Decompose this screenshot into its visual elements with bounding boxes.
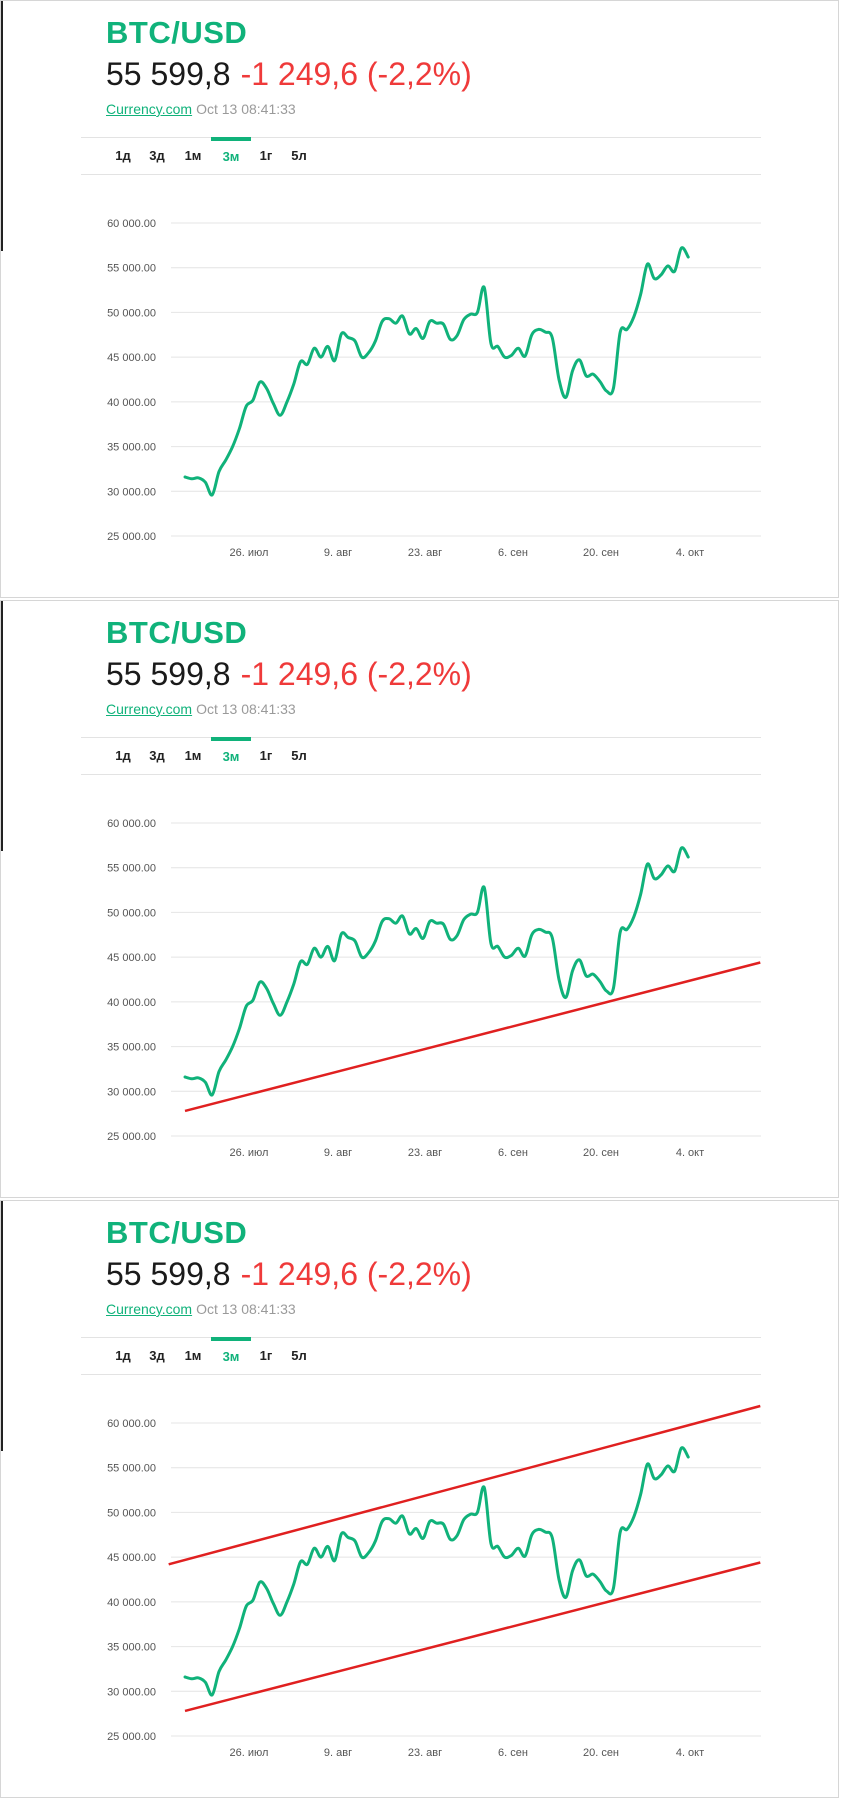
x-tick-label: 4. окт [676,1147,704,1159]
tab-1y[interactable]: 1г [259,1348,273,1363]
chart-panel-3: BTC/USD 55 599,8 -1 249,6 (-2,2%) Currenc… [0,1200,839,1798]
tab-1y[interactable]: 1г [259,148,273,163]
x-tick-label: 6. сен [498,1147,528,1159]
current-price: 55 599,8 [106,1256,231,1292]
y-tick-label: 55 000.00 [107,863,156,875]
tab-1y[interactable]: 1г [259,748,273,763]
x-tick-label: 4. окт [676,547,704,559]
y-tick-label: 50 000.00 [107,307,156,319]
tab-3m[interactable]: 3м [211,137,251,177]
price-series-line [183,1446,690,1697]
y-tick-label: 55 000.00 [107,263,156,275]
tab-1d[interactable]: 1д [115,1348,131,1363]
symbol-title: BTC/USD [106,1215,248,1250]
price-change: -1 249,6 (-2,2%) [240,656,472,692]
window-edge [1,601,3,851]
period-tabs: 1д 3д 1м 3м 1г 5л [81,737,761,775]
y-tick-label: 30 000.00 [107,1086,156,1098]
source-line: Currency.com Oct 13 08:41:33 [106,101,296,117]
y-tick-label: 35 000.00 [107,1642,156,1654]
source-link[interactable]: Currency.com [106,701,193,717]
tab-5y[interactable]: 5л [291,748,307,763]
x-tick-label: 20. сен [583,547,619,559]
x-tick-label: 23. авг [408,1147,442,1159]
x-tick-label: 23. авг [408,1747,442,1759]
tab-1m[interactable]: 1м [184,1348,202,1363]
price-line: 55 599,8 -1 249,6 (-2,2%) [106,656,472,693]
timestamp: Oct 13 08:41:33 [196,1301,296,1317]
price-series-line [183,846,690,1097]
tab-3d[interactable]: 3д [149,1348,165,1363]
y-tick-label: 25 000.00 [107,1131,156,1143]
y-tick-label: 60 000.00 [107,1418,156,1430]
price-chart: 60 000.00 55 000.00 50 000.00 45 000.00 40 0… [107,818,761,1159]
y-tick-label: 55 000.00 [107,1463,156,1475]
tab-3d[interactable]: 3д [149,748,165,763]
tab-3m[interactable]: 3м [211,737,251,777]
current-price: 55 599,8 [106,656,231,692]
y-tick-label: 40 000.00 [107,997,156,1009]
x-tick-label: 20. сен [583,1147,619,1159]
y-tick-label: 60 000.00 [107,218,156,230]
period-tabs: 1д 3д 1м 3м 1г 5л [81,1337,761,1375]
price-chart: 60 000.00 55 000.00 50 000.00 45 000.00 40 0… [107,1404,761,1759]
tab-1d[interactable]: 1д [115,148,131,163]
y-tick-label: 45 000.00 [107,352,156,364]
price-line: 55 599,8 -1 249,6 (-2,2%) [106,1256,472,1293]
source-line: Currency.com Oct 13 08:41:33 [106,701,296,717]
x-tick-label: 4. окт [676,1747,704,1759]
y-tick-label: 45 000.00 [107,952,156,964]
source-link[interactable]: Currency.com [106,1301,193,1317]
x-tick-label: 26. июл [230,1147,269,1159]
x-tick-label: 23. авг [408,547,442,559]
price-series-line [183,246,690,497]
tab-5y[interactable]: 5л [291,1348,307,1363]
source-link[interactable]: Currency.com [106,101,193,117]
y-tick-label: 40 000.00 [107,397,156,409]
trendline [184,1561,761,1713]
tab-1m[interactable]: 1м [184,148,202,163]
y-tick-label: 30 000.00 [107,486,156,498]
y-tick-label: 35 000.00 [107,1042,156,1054]
x-tick-label: 9. авг [324,547,352,559]
period-tabs: 1д 3д 1м 3м 1г 5л [81,137,761,175]
source-line: Currency.com Oct 13 08:41:33 [106,1301,296,1317]
current-price: 55 599,8 [106,56,231,92]
y-tick-label: 25 000.00 [107,1731,156,1743]
x-tick-label: 6. сен [498,547,528,559]
x-tick-label: 26. июл [230,547,269,559]
x-tick-label: 20. сен [583,1747,619,1759]
y-tick-label: 25 000.00 [107,531,156,543]
y-tick-label: 60 000.00 [107,818,156,830]
timestamp: Oct 13 08:41:33 [196,701,296,717]
y-tick-label: 50 000.00 [107,1507,156,1519]
window-edge [1,1201,3,1451]
trendline [184,961,761,1113]
y-tick-label: 35 000.00 [107,442,156,454]
y-tick-label: 45 000.00 [107,1552,156,1564]
window-edge [1,1,3,251]
tab-1m[interactable]: 1м [184,748,202,763]
price-chart: 60 000.00 55 000.00 50 000.00 45 000.00 40 0… [107,218,761,559]
symbol-title: BTC/USD [106,15,248,50]
y-tick-label: 50 000.00 [107,907,156,919]
tab-3d[interactable]: 3д [149,148,165,163]
y-tick-label: 30 000.00 [107,1686,156,1698]
tab-5y[interactable]: 5л [291,148,307,163]
x-tick-label: 9. авг [324,1147,352,1159]
price-line: 55 599,8 -1 249,6 (-2,2%) [106,56,472,93]
symbol-title: BTC/USD [106,615,248,650]
tab-1d[interactable]: 1д [115,748,131,763]
x-tick-label: 6. сен [498,1747,528,1759]
chart-panel-1: BTC/USD 55 599,8 -1 249,6 (-2,2%) Currenc… [0,0,839,598]
price-change: -1 249,6 (-2,2%) [240,56,472,92]
x-tick-label: 9. авг [324,1747,352,1759]
trendline [168,1404,761,1566]
tab-3m[interactable]: 3м [211,1337,251,1377]
timestamp: Oct 13 08:41:33 [196,101,296,117]
y-tick-label: 40 000.00 [107,1597,156,1609]
price-change: -1 249,6 (-2,2%) [240,1256,472,1292]
x-tick-label: 26. июл [230,1747,269,1759]
chart-panel-2: BTC/USD 55 599,8 -1 249,6 (-2,2%) Currenc… [0,600,839,1198]
